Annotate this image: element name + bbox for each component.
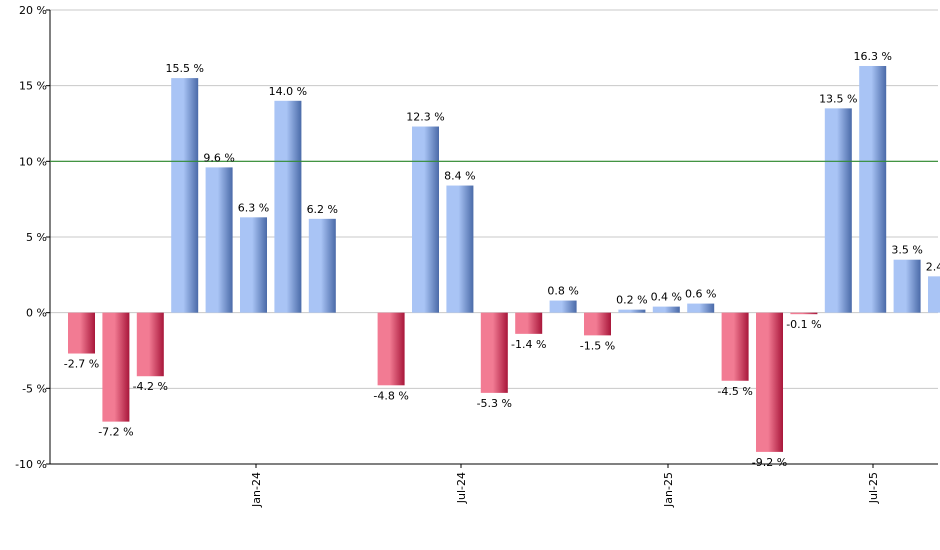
- x-tick-label: Jul-25: [867, 472, 880, 504]
- bar: [928, 276, 940, 313]
- y-tick-label: 15 %: [19, 80, 47, 93]
- bar-value-label: 12.3 %: [406, 111, 444, 124]
- bar-value-label: 3.5 %: [891, 244, 922, 257]
- bar-value-label: 9.6 %: [203, 151, 234, 164]
- bar-value-label: 14.0 %: [269, 85, 307, 98]
- bar-value-label: 6.3 %: [238, 201, 269, 214]
- bar: [446, 185, 474, 313]
- bar: [308, 218, 336, 313]
- y-tick-label: 5 %: [26, 231, 47, 244]
- y-tick-label: 0 %: [26, 307, 47, 320]
- bar: [859, 65, 887, 313]
- bar-value-label: 0.6 %: [685, 288, 716, 301]
- y-tick-label: 20 %: [19, 4, 47, 17]
- bar: [652, 306, 680, 313]
- x-tick-label: Jan-25: [662, 472, 675, 508]
- bar: [790, 312, 818, 315]
- bar: [240, 217, 267, 313]
- bar-value-label: 0.2 %: [616, 294, 647, 307]
- bar: [618, 309, 646, 313]
- bar: [824, 108, 852, 313]
- bar: [584, 312, 611, 336]
- bar: [515, 312, 543, 334]
- bar: [205, 167, 233, 313]
- bar: [687, 303, 715, 313]
- bar-value-label: -2.7 %: [64, 358, 99, 371]
- bar-value-label: -5.3 %: [477, 397, 512, 410]
- x-tick-label: Jan-24: [250, 472, 263, 508]
- bar: [377, 312, 405, 386]
- bar-value-label: -4.2 %: [133, 380, 168, 393]
- bar-value-label: -1.4 %: [511, 338, 546, 351]
- y-tick-label: -5 %: [22, 382, 47, 395]
- bar-value-label: -9.2 %: [752, 456, 787, 469]
- bar: [274, 100, 302, 313]
- bar: [136, 312, 164, 377]
- bar-value-label: 15.5 %: [165, 62, 203, 75]
- bar-value-label: -4.5 %: [717, 385, 752, 398]
- bar-value-label: 16.3 %: [853, 50, 891, 63]
- x-tick-label: Jul-24: [455, 472, 468, 504]
- bar: [102, 312, 130, 422]
- bar: [756, 312, 783, 452]
- bar-value-label: 6.2 %: [307, 203, 338, 216]
- bar-value-label: -1.5 %: [580, 339, 615, 352]
- bar-value-label: 8.4 %: [444, 170, 475, 183]
- bar: [549, 300, 577, 313]
- bar: [412, 126, 439, 313]
- bar-value-label: 13.5 %: [819, 92, 857, 105]
- bar: [68, 312, 95, 354]
- bar-value-label: 0.8 %: [547, 285, 578, 298]
- y-tick-label: -10 %: [15, 458, 47, 471]
- bar-value-label: -7.2 %: [98, 426, 133, 439]
- bar: [893, 259, 921, 313]
- y-tick-label: 10 %: [19, 155, 47, 168]
- y-axis: -10 % -5 % 0 % 5 % 10 % 15 % 20 %: [15, 4, 938, 471]
- bars: [68, 65, 940, 452]
- bar-value-label: -4.8 %: [373, 389, 408, 402]
- data-labels: -2.7 % -7.2 % -4.2 % 15.5 % 9.6 % 6.3 % 14.0 %…: [64, 50, 940, 469]
- bar: [171, 78, 199, 313]
- bar: [480, 312, 508, 393]
- x-axis: Jan-24 Jul-24 Jan-25 Jul-25: [250, 464, 880, 508]
- bar-value-label: 0.4 %: [651, 291, 682, 304]
- bar: [721, 312, 749, 381]
- bar-value-label: -0.1 %: [786, 318, 821, 331]
- bar-value-label: 2.4 %: [926, 260, 940, 273]
